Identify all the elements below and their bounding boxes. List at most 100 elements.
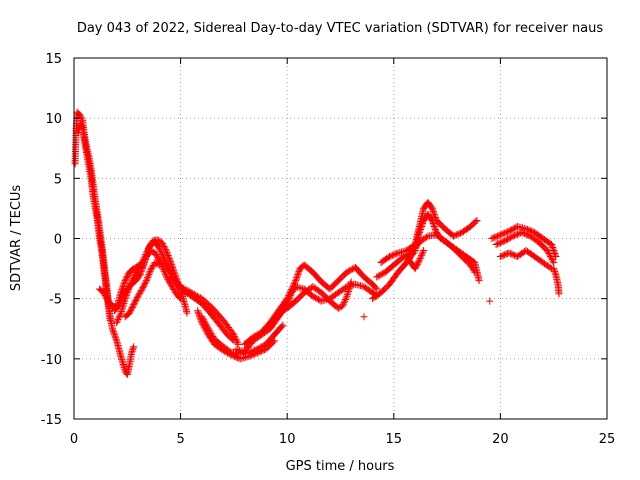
data-point xyxy=(499,251,507,259)
data-point xyxy=(282,296,290,304)
data-point xyxy=(198,313,206,321)
data-point xyxy=(154,253,162,261)
data-point xyxy=(290,281,298,289)
data-point xyxy=(252,332,260,340)
data-point xyxy=(135,291,143,299)
data-point xyxy=(491,233,499,241)
data-point xyxy=(279,307,287,315)
data-point xyxy=(163,261,171,269)
data-point xyxy=(132,269,140,277)
chart-title: Day 043 of 2022, Sidereal Day-to-day VTE… xyxy=(77,21,604,36)
data-point xyxy=(78,115,86,123)
data-point xyxy=(167,259,175,267)
data-point xyxy=(501,251,509,259)
data-point xyxy=(200,317,208,325)
data-point xyxy=(152,250,160,258)
data-point xyxy=(115,314,123,322)
data-point xyxy=(226,348,234,356)
data-point xyxy=(126,281,134,289)
data-point xyxy=(121,295,129,303)
data-point xyxy=(551,250,559,258)
data-point xyxy=(278,322,286,330)
data-point xyxy=(251,346,259,354)
data-point xyxy=(293,274,301,282)
data-point xyxy=(144,274,152,282)
data-point xyxy=(157,249,165,257)
x-tick-label: 25 xyxy=(599,432,616,447)
data-point xyxy=(120,280,128,288)
data-point xyxy=(124,286,132,294)
data-point xyxy=(275,309,283,317)
data-point xyxy=(194,308,202,316)
data-point xyxy=(207,329,215,337)
data-point xyxy=(346,267,354,275)
data-point xyxy=(142,278,150,286)
data-point xyxy=(110,329,118,337)
data-point xyxy=(550,247,558,255)
data-point xyxy=(494,232,502,240)
data-point xyxy=(128,278,136,286)
data-point xyxy=(204,325,212,333)
data-point xyxy=(137,286,145,294)
data-point xyxy=(287,286,295,294)
data-point xyxy=(160,254,168,262)
data-point xyxy=(342,294,350,302)
data-point xyxy=(230,337,238,345)
y-tick-labels: -15 -10 -5 0 5 10 15 xyxy=(41,52,62,428)
data-point xyxy=(504,228,512,236)
data-point xyxy=(113,317,121,325)
data-point xyxy=(137,288,145,296)
data-point xyxy=(170,267,178,275)
data-point xyxy=(457,229,465,237)
data-point xyxy=(133,294,141,302)
data-point xyxy=(419,248,427,256)
data-point xyxy=(153,236,161,244)
data-point xyxy=(506,234,514,242)
data-point xyxy=(194,307,202,315)
data-point xyxy=(168,283,176,291)
data-point xyxy=(377,271,385,279)
data-point xyxy=(547,254,555,262)
data-point xyxy=(499,230,507,238)
data-point xyxy=(546,264,554,272)
data-point xyxy=(374,272,382,280)
data-point xyxy=(119,284,127,292)
data-point xyxy=(285,292,293,300)
data-point xyxy=(204,323,212,331)
data-point xyxy=(139,260,147,268)
data-point xyxy=(123,289,131,297)
data-point xyxy=(509,225,517,233)
data-point xyxy=(492,233,500,241)
data-point xyxy=(139,262,147,270)
data-point xyxy=(505,249,513,257)
data-point xyxy=(388,251,396,259)
x-tick-labels: 0 5 10 15 20 25 xyxy=(70,432,615,447)
data-point xyxy=(548,241,556,249)
data-point xyxy=(125,283,133,291)
data-point xyxy=(163,248,171,256)
data-point xyxy=(473,216,481,224)
data-point xyxy=(502,236,510,244)
data-point xyxy=(152,259,160,267)
data-point xyxy=(546,251,554,259)
x-tick-label: 10 xyxy=(279,432,296,447)
data-point xyxy=(171,287,179,295)
y-tick-label: 10 xyxy=(45,112,62,127)
data-point xyxy=(467,261,475,269)
data-point xyxy=(246,348,254,356)
data-point xyxy=(128,276,136,284)
data-point xyxy=(147,240,155,248)
data-point xyxy=(248,348,256,356)
data-point xyxy=(130,343,138,351)
data-point xyxy=(418,250,426,258)
data-point xyxy=(430,210,438,218)
data-point xyxy=(416,255,424,263)
y-axis-label: SDTVAR / TECUs xyxy=(9,185,24,292)
data-point xyxy=(233,354,241,362)
data-point xyxy=(122,293,130,301)
data-point xyxy=(108,325,116,333)
data-point xyxy=(129,344,137,352)
data-point xyxy=(155,237,163,245)
data-point xyxy=(169,284,177,292)
data-point xyxy=(505,227,513,235)
